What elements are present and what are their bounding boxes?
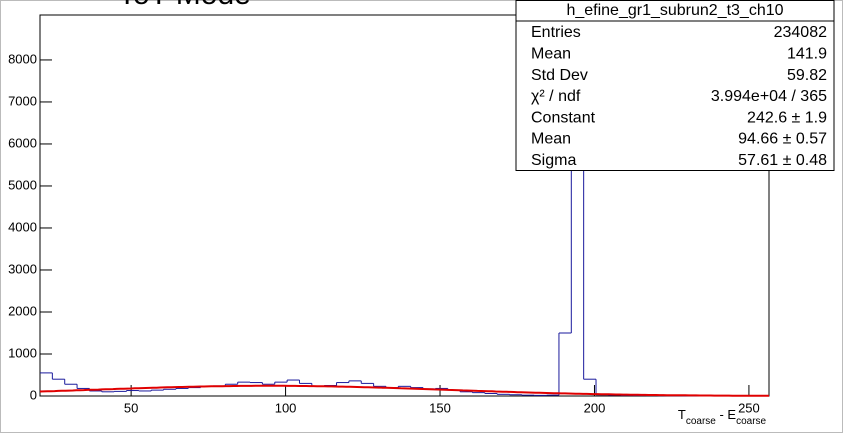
y-tick-label: 4000 xyxy=(8,219,37,234)
stats-value: 3.994e+04 / 365 xyxy=(711,88,827,105)
x-label-part: T xyxy=(678,407,686,422)
x-tick-label: 200 xyxy=(584,400,606,415)
stats-label: Mean xyxy=(531,46,571,63)
x-tick-label: 250 xyxy=(738,400,760,415)
stats-value: 59.82 xyxy=(787,67,827,84)
stats-label: Entries xyxy=(531,24,581,41)
stats-value: 242.6 ± 1.9 xyxy=(747,109,827,126)
stats-label: Mean xyxy=(531,131,571,148)
y-tick-label: 0 xyxy=(30,387,37,402)
y-tick-label: 3000 xyxy=(8,261,37,276)
y-tick-label: 5000 xyxy=(8,177,37,192)
stats-value: 57.61 ± 0.48 xyxy=(738,152,827,169)
y-tick-label: 2000 xyxy=(8,303,37,318)
x-label-part: - E xyxy=(716,407,737,422)
fit-curve xyxy=(39,384,769,397)
y-tick-label: 8000 xyxy=(8,51,37,66)
y-tick-label: 6000 xyxy=(8,135,37,150)
y-tick-label: 1000 xyxy=(8,345,37,360)
chart-title: ToT Mode xyxy=(118,0,251,11)
stats-label: Constant xyxy=(531,109,596,126)
stats-title: h_efine_gr1_subrun2_t3_ch10 xyxy=(566,2,783,19)
plot-frame xyxy=(39,14,770,397)
stats-label: χ² / ndf xyxy=(531,88,581,105)
stats-value: 94.66 ± 0.57 xyxy=(738,131,827,148)
x-tick-label: 50 xyxy=(124,400,138,415)
stats-value: 141.9 xyxy=(787,46,827,63)
stats-value: 234082 xyxy=(774,24,827,41)
x-axis-label: Tcoarse - Ecoarse xyxy=(678,407,767,426)
stats-label: Sigma xyxy=(531,152,576,169)
stats-label: Std Dev xyxy=(531,67,588,84)
x-tick-label: 150 xyxy=(429,400,451,415)
x-tick-label: 100 xyxy=(275,400,297,415)
stats-box xyxy=(515,0,835,171)
x-label-part: coarse xyxy=(686,416,716,427)
x-label-part: coarse xyxy=(736,416,766,427)
y-tick-label: 7000 xyxy=(8,93,37,108)
